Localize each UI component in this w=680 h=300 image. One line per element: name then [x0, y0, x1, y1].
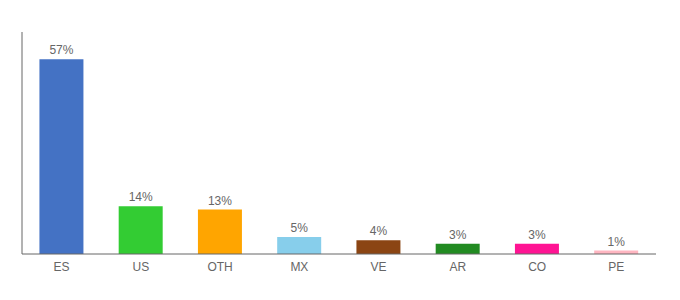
svg-text:AR: AR — [450, 260, 467, 274]
svg-text:VE: VE — [371, 260, 387, 274]
svg-text:CO: CO — [528, 260, 546, 274]
svg-text:US: US — [133, 260, 150, 274]
svg-text:13%: 13% — [208, 194, 232, 208]
svg-text:OTH: OTH — [207, 260, 232, 274]
svg-text:57%: 57% — [49, 43, 73, 57]
svg-text:MX: MX — [290, 260, 308, 274]
svg-text:5%: 5% — [291, 221, 309, 235]
svg-text:4%: 4% — [370, 224, 388, 238]
svg-text:ES: ES — [54, 260, 70, 274]
svg-text:14%: 14% — [129, 190, 153, 204]
svg-text:PE: PE — [608, 260, 624, 274]
svg-text:3%: 3% — [449, 228, 467, 242]
svg-text:3%: 3% — [528, 228, 546, 242]
svg-text:1%: 1% — [608, 235, 626, 249]
